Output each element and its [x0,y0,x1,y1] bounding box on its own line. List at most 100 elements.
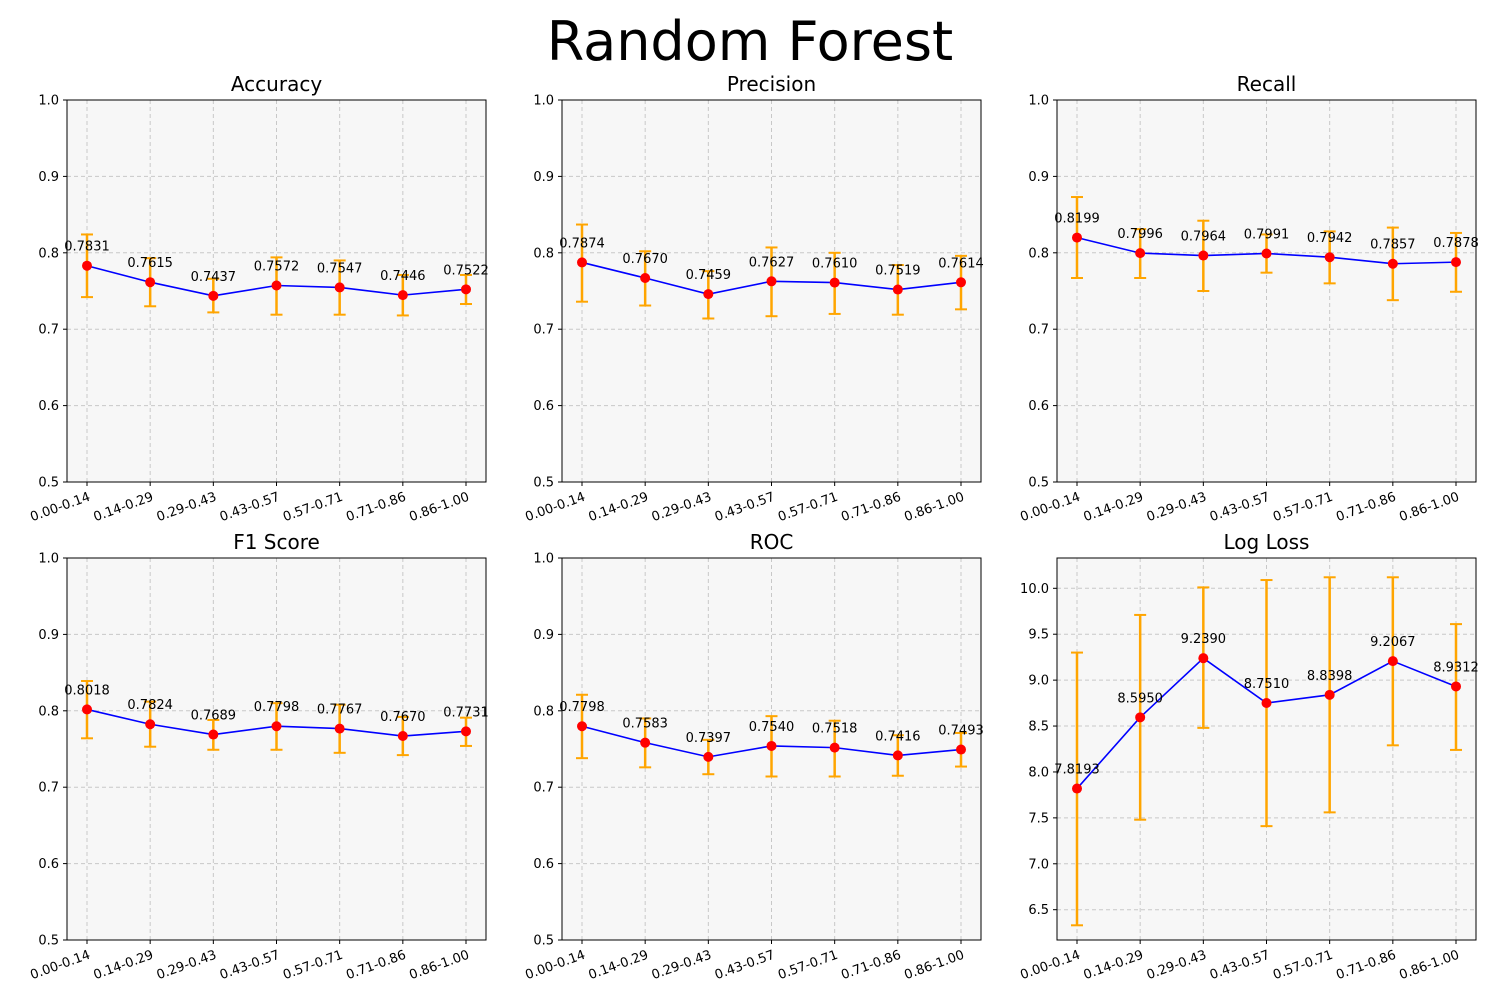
data-point [1072,232,1082,243]
y-tick-label: 8.0 [1028,765,1049,780]
subplot-f1-score: 0.5 0.6 0.7 0.8 0.9 1.0 0.00-0.14 0.14-0.29 0.29… [28,530,488,983]
data-label: 0.7670 [622,252,668,267]
x-tick-label: 0.29-0.43 [155,490,219,526]
x-tick-label: 0.14-0.29 [587,490,651,526]
data-label: 0.7689 [191,709,237,724]
data-label: 0.7518 [812,722,858,737]
data-point [397,290,408,301]
x-tick-label: 0.00-0.14 [28,948,92,984]
data-label: 0.7942 [1307,231,1353,246]
data-point [145,719,156,730]
data-label: 8.8398 [1307,669,1353,684]
data-point [1451,681,1461,692]
data-point [208,290,219,301]
y-tick-label: 6.5 [1028,903,1049,918]
y-tick-label: 0.6 [533,857,554,872]
x-tick-label: 0.00-0.14 [1018,948,1082,984]
subplot-title: Log Loss [1224,530,1310,554]
x-tick-label: 0.86-1.00 [1397,490,1461,526]
data-label: 8.9312 [1433,660,1479,675]
data-label: 0.7522 [443,263,489,278]
y-tick-label: 0.8 [38,704,59,719]
x-tick-label: 0.29-0.43 [155,948,219,984]
data-point [829,277,840,288]
x-tick-label: 0.86-1.00 [902,948,966,984]
y-tick-label: 0.7 [38,323,59,338]
x-tick-label: 0.43-0.57 [1208,490,1272,526]
data-label: 0.7857 [1370,238,1416,253]
data-point [1451,257,1461,268]
data-point [892,284,903,295]
data-point [956,277,966,288]
x-tick-label: 0.00-0.14 [28,490,92,526]
data-point [577,257,587,268]
y-tick-label: 0.8 [38,246,59,261]
data-label: 0.7767 [317,703,363,718]
data-label: 0.8018 [64,683,110,698]
data-point [397,731,408,742]
plot-frame [1056,557,1477,941]
x-tick-label: 0.71-0.86 [839,948,903,984]
data-point [1135,712,1146,723]
data-point [703,289,714,300]
data-point [145,277,156,288]
x-tick-label: 0.14-0.29 [1082,490,1146,526]
data-label: 0.7572 [254,259,300,274]
y-tick-label: 0.8 [1028,246,1049,261]
y-tick-label: 1.0 [533,94,554,109]
x-tick-label: 0.00-0.14 [523,948,587,984]
data-point [766,740,777,751]
data-label: 0.7798 [559,700,605,715]
data-point [82,260,92,271]
x-tick-label: 0.29-0.43 [1145,948,1209,984]
data-label: 0.7540 [749,720,795,735]
plot-frame [66,557,487,941]
x-tick-label: 0.71-0.86 [839,490,903,526]
y-tick-label: 8.5 [1028,720,1049,735]
data-label: 0.7991 [1244,227,1290,242]
data-point [829,742,840,753]
data-point [82,704,92,715]
figure-title: Random Forest [546,10,954,73]
data-label: 0.7824 [127,698,173,713]
data-point [577,721,587,732]
x-tick-label: 0.14-0.29 [587,948,651,984]
y-tick-label: 0.9 [38,628,59,643]
data-point [1135,248,1146,259]
x-tick-label: 0.71-0.86 [1334,490,1398,526]
y-tick-label: 0.6 [1028,399,1049,414]
data-label: 0.7416 [875,729,921,744]
y-tick-label: 7.5 [1028,811,1049,826]
x-tick-label: 0.86-1.00 [902,490,966,526]
x-tick-label: 0.57-0.71 [1271,948,1335,984]
data-label: 0.7878 [1433,236,1479,251]
data-label: 0.7798 [254,700,300,715]
subplot-recall: 0.5 0.6 0.7 0.8 0.9 1.0 0.00-0.14 0.14-0.29 0.29… [1018,72,1478,525]
data-label: 0.7874 [559,236,605,251]
plot-frame [561,99,982,483]
plot-frame [561,557,982,941]
y-tick-label: 0.5 [38,476,59,491]
data-point [1324,252,1335,263]
data-point [1387,656,1398,667]
y-tick-label: 0.9 [533,628,554,643]
data-point [1387,258,1398,269]
data-label: 7.8193 [1054,763,1100,778]
y-tick-label: 1.0 [38,552,59,567]
x-tick-label: 0.14-0.29 [92,948,156,984]
data-point [461,284,471,295]
y-tick-label: 0.8 [533,246,554,261]
y-tick-label: 0.5 [533,476,554,491]
subplot-precision: 0.5 0.6 0.7 0.8 0.9 1.0 0.00-0.14 0.14-0.29 0.29… [523,72,983,525]
data-point [271,280,282,291]
data-point [271,721,282,732]
x-tick-label: 0.57-0.71 [281,490,345,526]
x-tick-label: 0.43-0.57 [713,490,777,526]
y-tick-label: 0.9 [533,170,554,185]
subplot-title: F1 Score [233,530,320,554]
data-point [703,751,714,762]
y-tick-label: 1.0 [38,94,59,109]
x-tick-label: 0.29-0.43 [650,948,714,984]
data-label: 9.2390 [1181,632,1227,647]
